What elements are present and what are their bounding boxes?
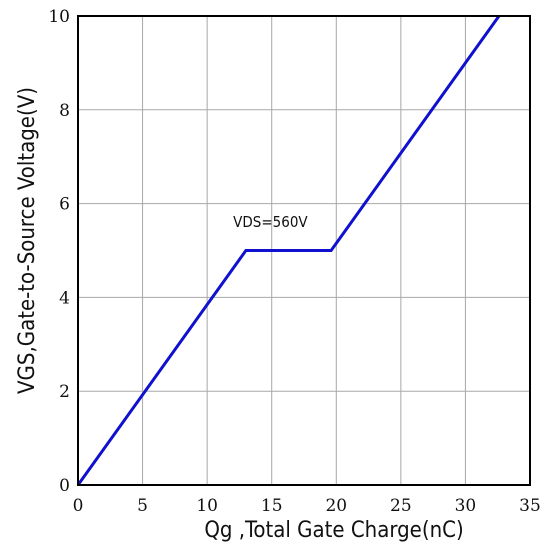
x-tick-label: 35 (519, 496, 541, 516)
series-line (76, 15, 501, 486)
x-tick-label: 30 (455, 496, 477, 516)
x-tick-label: 0 (73, 496, 84, 516)
x-tick-label: 10 (196, 496, 218, 516)
y-tick-label: 10 (48, 7, 70, 27)
annotations: VDS=560V (233, 213, 308, 231)
y-tick-label: 8 (59, 101, 70, 121)
x-tick-label: 15 (261, 496, 283, 516)
y-tick-label: 0 (59, 476, 70, 496)
x-tick-label: 5 (137, 496, 148, 516)
y-tick-label: 4 (59, 288, 70, 308)
x-axis-ticks: 0 5 10 15 20 25 30 35 (73, 496, 541, 516)
vds-annotation: VDS=560V (233, 213, 308, 231)
x-axis-title: Qg ,Total Gate Charge(nC) (204, 518, 463, 543)
y-axis-ticks: 0 2 4 6 8 10 (48, 7, 70, 496)
y-tick-label: 2 (59, 382, 70, 402)
y-axis-title: VGS,Gate-to-Source Voltage(V) (15, 87, 40, 394)
y-tick-label: 6 (59, 195, 70, 215)
series-layer (76, 15, 501, 486)
x-tick-label: 25 (390, 496, 412, 516)
x-tick-label: 20 (325, 496, 347, 516)
plot-frame (77, 15, 531, 486)
